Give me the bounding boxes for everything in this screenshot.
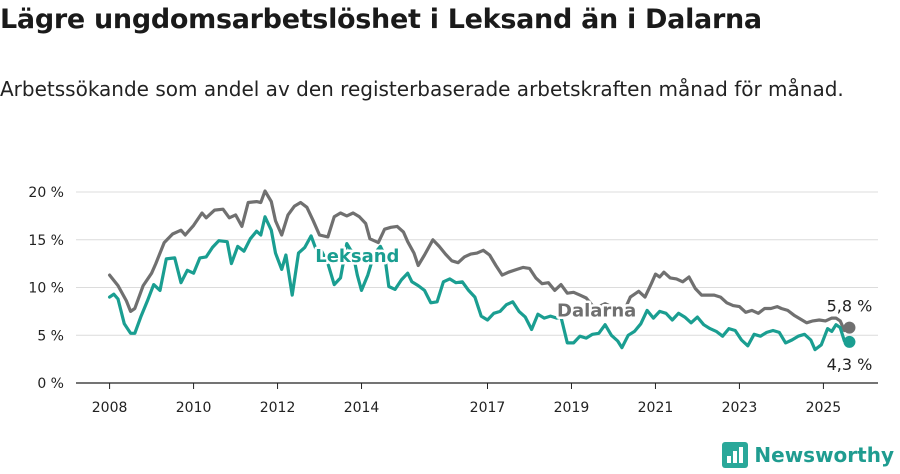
- x-tick-label: 2012: [260, 400, 296, 416]
- bar-chart-icon: [722, 442, 749, 468]
- y-tick-label: 5 %: [37, 328, 64, 344]
- x-tick-label: 2023: [722, 400, 758, 416]
- x-axis-ticks: 2008 2010 2012 2014 2017 2019 2021 2023 2025: [92, 383, 841, 416]
- y-tick-label: 10 %: [28, 281, 64, 297]
- grid-lines: [76, 191, 878, 384]
- x-tick-label: 2008: [92, 400, 128, 416]
- series-label-dalarna: Dalarna: [557, 300, 636, 321]
- end-point-leksand: [843, 335, 856, 348]
- y-axis-ticks: 0 % 5 % 10 % 15 % 20 %: [28, 185, 64, 392]
- y-tick-label: 15 %: [28, 233, 64, 249]
- end-label-dalarna: 5,8 %: [827, 297, 873, 316]
- series-labels: Dalarna Leksand 5,8 % 4,3 %: [313, 243, 873, 374]
- x-tick-label: 2025: [806, 400, 842, 416]
- series-line-leksand: [108, 215, 851, 352]
- series-line-dalarna: [108, 189, 851, 333]
- chart-title: Lägre ungdomsarbetslöshet i Leksand än i…: [0, 4, 762, 35]
- y-tick-label: 0 %: [37, 376, 64, 392]
- x-tick-label: 2021: [638, 400, 674, 416]
- end-point-dalarna: [843, 321, 856, 334]
- chart-subtitle: Arbetssökande som andel av den registerb…: [0, 77, 844, 101]
- x-tick-label: 2017: [470, 400, 506, 416]
- x-tick-label: 2010: [176, 400, 212, 416]
- y-tick-label: 20 %: [28, 185, 64, 201]
- brand-logo: Newsworthy: [722, 442, 894, 468]
- series-label-leksand: Leksand: [315, 246, 399, 267]
- x-tick-label: 2019: [554, 400, 590, 416]
- brand-name: Newsworthy: [754, 443, 894, 467]
- series-lines: [108, 189, 856, 352]
- x-tick-label: 2014: [344, 400, 380, 416]
- end-label-leksand: 4,3 %: [827, 355, 873, 374]
